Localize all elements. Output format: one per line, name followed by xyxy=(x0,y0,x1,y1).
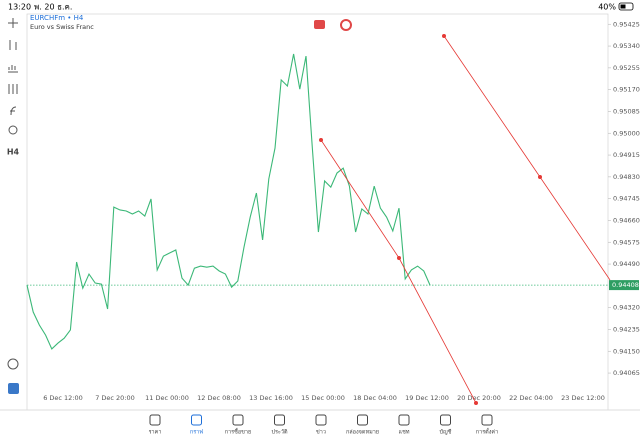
battery-text: 40% xyxy=(598,3,616,12)
battery-level xyxy=(620,4,626,9)
chart: 0.95425 0.95340 0.95255 0.95170 0.95085 0.950… xyxy=(26,20,640,402)
nav-icon[interactable] xyxy=(481,414,493,426)
flag-chf xyxy=(340,19,352,31)
x-tick-label: 13 Dec 16:00 xyxy=(249,394,293,402)
y-tick-label: 0.94490 xyxy=(613,260,640,268)
nav-label[interactable]: ประวัติ xyxy=(271,429,287,436)
x-tick-label: 12 Dec 08:00 xyxy=(197,394,241,402)
y-tick-label: 0.95085 xyxy=(613,107,640,115)
nav-label[interactable]: กล่องจดหมาย xyxy=(346,430,379,436)
left-toolbar xyxy=(7,18,19,370)
status-time: 13:20 xyxy=(8,3,31,12)
nav-icon[interactable] xyxy=(232,414,244,426)
nav-icon[interactable] xyxy=(398,414,410,426)
y-tick-label: 0.94915 xyxy=(613,151,640,159)
trend-point[interactable] xyxy=(441,34,446,39)
y-tick-label: 0.94150 xyxy=(613,347,640,355)
nav-label[interactable]: แชท xyxy=(399,429,410,436)
candles-icon[interactable] xyxy=(9,40,17,50)
nav-label[interactable]: บัญชี xyxy=(440,429,452,436)
current-price-label: 0.94408 xyxy=(612,281,639,289)
nav-label[interactable]: การตั้งค่า xyxy=(476,428,498,436)
symbol-name[interactable]: EURCHFm • H4 xyxy=(30,14,84,22)
x-tick-label: 23 Dec 12:00 xyxy=(561,394,605,402)
nav-label[interactable]: กราฟ xyxy=(190,429,203,436)
indicators-icon[interactable] xyxy=(8,84,18,94)
trend-lines xyxy=(318,34,611,405)
nav-label[interactable]: การซื้อขาย xyxy=(225,428,251,436)
timeframe[interactable]: H4 xyxy=(7,148,20,157)
x-tick-label: 20 Dec 20:00 xyxy=(457,394,501,402)
trend-point[interactable] xyxy=(396,255,401,260)
y-tick-label: 0.95340 xyxy=(613,42,640,50)
y-tick-label: 0.95255 xyxy=(613,64,640,72)
y-tick-label: 0.94575 xyxy=(613,238,640,246)
y-tick-label: 0.94745 xyxy=(613,195,640,203)
x-tick-label: 15 Dec 00:00 xyxy=(301,394,345,402)
nav-icon[interactable] xyxy=(191,414,202,426)
y-tick-label: 0.95425 xyxy=(613,20,640,28)
bottom-nav: ราคา กราฟ การซื้อขาย ประวัติ ข่าว กล่องจดหมาย… xyxy=(149,414,498,436)
nav-icon[interactable] xyxy=(357,414,368,426)
nav-icon[interactable] xyxy=(149,414,161,426)
current-price-box xyxy=(609,280,639,291)
nav-label[interactable]: ข่าว xyxy=(316,430,326,436)
flag-eur xyxy=(314,20,325,29)
y-tick-label: 0.94320 xyxy=(613,304,640,312)
nav-label[interactable]: ราคา xyxy=(149,430,162,436)
price-line xyxy=(26,53,431,350)
x-tick-label: 11 Dec 00:00 xyxy=(145,394,189,402)
crosshair-icon[interactable] xyxy=(8,18,18,28)
x-tick-label: 18 Dec 04:00 xyxy=(353,394,397,402)
symbol-description: Euro vs Swiss Franc xyxy=(30,23,94,31)
search-icon[interactable] xyxy=(7,358,19,370)
app-icon[interactable] xyxy=(8,383,19,394)
y-tick-label: 0.94065 xyxy=(613,369,640,377)
nav-icon[interactable] xyxy=(274,414,285,426)
x-tick-label: 22 Dec 04:00 xyxy=(509,394,553,402)
x-tick-label: 6 Dec 12:00 xyxy=(43,394,83,402)
nav-icon[interactable] xyxy=(315,414,327,426)
objects-icon[interactable] xyxy=(8,125,18,135)
y-tick-label: 0.94235 xyxy=(613,325,640,333)
bars-icon[interactable] xyxy=(8,65,18,73)
y-tick-label: 0.94660 xyxy=(613,216,640,224)
trend-point[interactable] xyxy=(538,174,543,179)
status-date: พ. 20 ธ.ค. xyxy=(34,3,72,12)
trend-point[interactable] xyxy=(318,137,323,142)
nav-icon[interactable] xyxy=(440,414,451,426)
x-tick-label: 7 Dec 20:00 xyxy=(95,394,135,402)
y-tick-label: 0.95000 xyxy=(613,129,640,137)
y-tick-label: 0.94830 xyxy=(613,173,640,181)
battery-icon xyxy=(618,2,634,11)
function-icon[interactable] xyxy=(10,106,17,116)
y-tick-label: 0.95170 xyxy=(613,86,640,94)
trend-point[interactable] xyxy=(473,400,478,405)
x-tick-label: 19 Dec 12:00 xyxy=(405,394,449,402)
